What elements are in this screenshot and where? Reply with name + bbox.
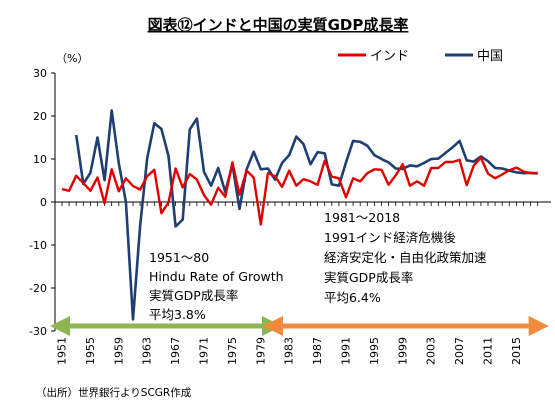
x-tick-label: 1959: [112, 337, 125, 365]
y-tick-label: 20: [33, 110, 47, 123]
annotation-1981-2018-line-4: 実質GDP成長率: [324, 270, 413, 285]
x-tick-label: 2003: [425, 337, 438, 365]
annotation-1981-2018-line-2: 1991インド経済危機後: [324, 230, 456, 245]
source-note: （出所）世界銀行よりSCGR作成: [36, 386, 192, 399]
y-tick-label: -20: [29, 282, 47, 295]
x-tick-label: 2011: [482, 337, 495, 365]
x-tick-label: 1971: [198, 337, 211, 365]
annotation-1981-2018-line-1: 1981～2018: [324, 210, 400, 225]
y-tick-label: -30: [29, 325, 47, 338]
x-tick-label: 1983: [283, 337, 296, 365]
legend: インド 中国: [338, 49, 503, 64]
series-line-china: [74, 109, 538, 321]
annotation-1981-2018-line-5: 平均6.4%: [324, 290, 381, 305]
legend-label-india: インド: [370, 49, 409, 64]
x-tick-label: 1975: [226, 337, 239, 365]
x-tick-label: 1963: [141, 337, 154, 365]
annotation-1951-1980-line-4: 平均3.8%: [149, 307, 206, 322]
x-tick-label: 1955: [84, 337, 97, 365]
annotation-1951-1980-line-2: Hindu Rate of Growth: [149, 269, 284, 284]
x-tick-label: 1987: [311, 337, 324, 365]
annotation-1981-2018-line-3: 経済安定化・自由化政策加速: [324, 250, 487, 265]
y-unit-label: （%）: [56, 52, 88, 65]
legend-label-china: 中国: [477, 49, 503, 64]
x-axis: 1951 1955 1959 1963 1967 1971 1975 1979 1983 1987…: [55, 201, 551, 365]
y-axis: 30 20 10 0 -10 -20 -30: [29, 67, 56, 338]
series-line-india: [61, 156, 538, 226]
x-tick-label: 1951: [56, 337, 69, 365]
series-layer: [61, 109, 538, 321]
x-tick-label: 1967: [169, 337, 182, 365]
annotation-1951-1980-line-1: 1951～80: [149, 250, 209, 265]
x-tick-label: 1979: [254, 337, 267, 365]
y-tick-label: -10: [29, 239, 47, 252]
y-tick-label: 10: [33, 153, 47, 166]
chart-title: 図表⑫インドと中国の実質GDP成長率: [148, 16, 409, 34]
x-tick-label: 1999: [396, 337, 409, 365]
x-tick-label: 1991: [340, 337, 353, 365]
y-tick-label: 30: [33, 67, 47, 80]
annotation-1951-1980: 1951～80 Hindu Rate of Growth 実質GDP成長率 平均…: [50, 250, 284, 336]
y-tick-label: 0: [40, 196, 47, 209]
x-tick-label: 2007: [453, 337, 466, 365]
x-tick-label: 2015: [510, 337, 523, 365]
annotation-1951-1980-line-3: 実質GDP成長率: [149, 288, 238, 303]
x-tick-label: 1995: [368, 337, 381, 365]
annotation-1981-2018: 1981～2018 1991インド経済危機後 経済安定化・自由化政策加速 実質G…: [263, 210, 549, 336]
